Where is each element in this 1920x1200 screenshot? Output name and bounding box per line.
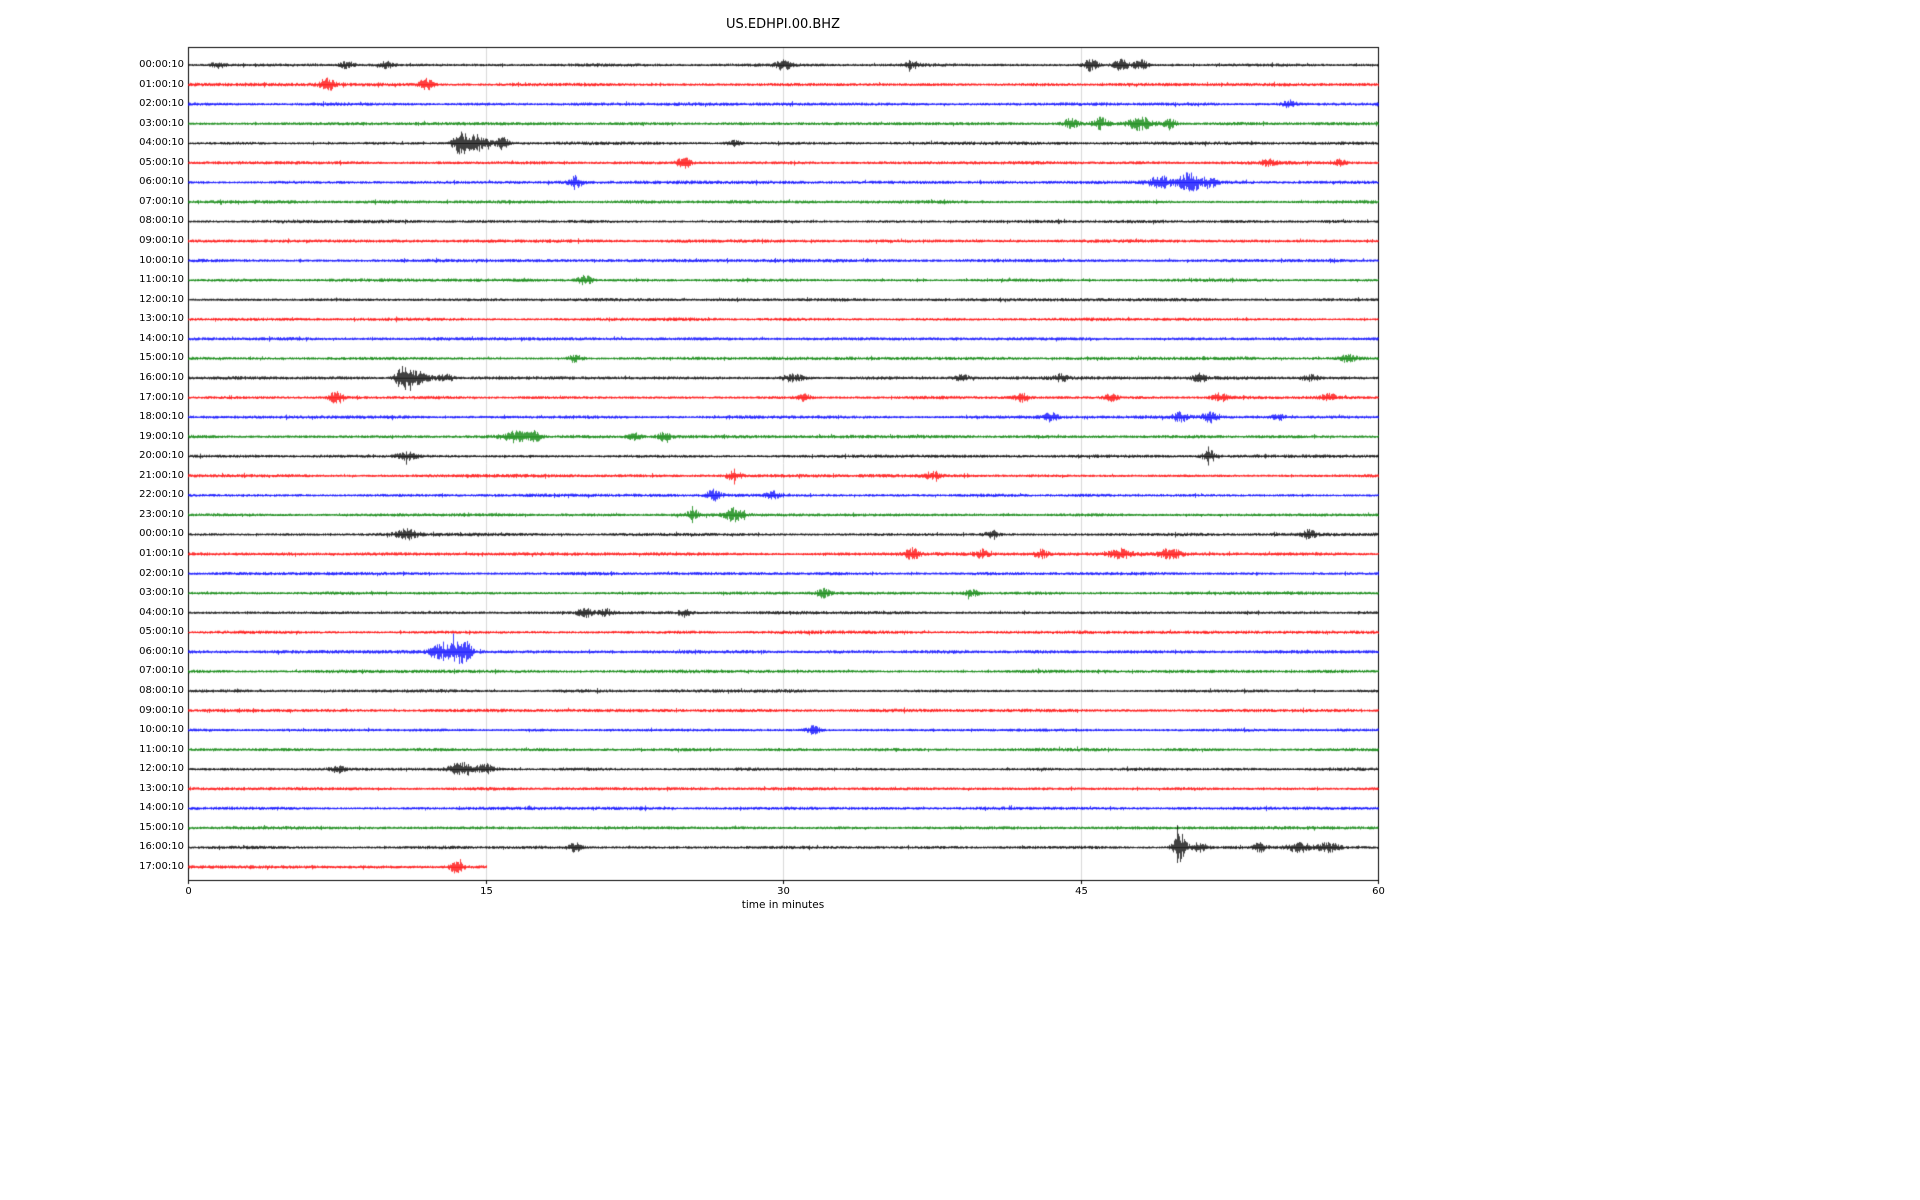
trace-label: 03:00:10 bbox=[139, 117, 184, 129]
x-axis-label: time in minutes bbox=[741, 899, 825, 911]
trace-label: 02:00:10 bbox=[139, 567, 184, 579]
trace-label: 07:00:10 bbox=[139, 665, 184, 677]
trace-label: 05:00:10 bbox=[139, 156, 184, 168]
trace-label: 14:00:10 bbox=[139, 332, 184, 344]
trace-label: 17:00:10 bbox=[139, 391, 184, 403]
trace-label: 19:00:10 bbox=[139, 430, 184, 442]
trace-label: 09:00:10 bbox=[139, 235, 184, 247]
trace-label: 11:00:10 bbox=[139, 743, 184, 755]
chart-title: US.EDHPI.00.BHZ bbox=[726, 17, 840, 32]
x-tick-label: 30 bbox=[777, 886, 790, 897]
trace-label: 20:00:10 bbox=[139, 450, 184, 462]
trace-label: 01:00:10 bbox=[139, 78, 184, 90]
trace-label: 12:00:10 bbox=[139, 763, 184, 775]
trace-label: 14:00:10 bbox=[139, 802, 184, 814]
trace-label: 12:00:10 bbox=[139, 293, 184, 305]
trace-label: 08:00:10 bbox=[139, 684, 184, 696]
x-tick-label: 60 bbox=[1372, 886, 1385, 897]
x-tick-label: 15 bbox=[480, 886, 493, 897]
trace-label: 06:00:10 bbox=[139, 645, 184, 657]
x-tick-label: 45 bbox=[1075, 886, 1088, 897]
trace-label: 03:00:10 bbox=[139, 587, 184, 599]
trace-label: 08:00:10 bbox=[139, 215, 184, 227]
x-tick-label: 0 bbox=[185, 886, 192, 897]
trace-label: 07:00:10 bbox=[139, 195, 184, 207]
trace-label: 05:00:10 bbox=[139, 626, 184, 638]
trace-label: 04:00:10 bbox=[139, 137, 184, 149]
trace-label: 15:00:10 bbox=[139, 821, 184, 833]
trace-label: 17:00:10 bbox=[139, 861, 184, 872]
trace-label: 10:00:10 bbox=[139, 254, 184, 266]
trace-label: 18:00:10 bbox=[139, 411, 184, 423]
trace-label: 13:00:10 bbox=[139, 782, 184, 794]
trace-label: 10:00:10 bbox=[139, 724, 184, 736]
trace-label: 11:00:10 bbox=[139, 274, 184, 286]
trace-label: 06:00:10 bbox=[139, 176, 184, 188]
trace-label: 02:00:10 bbox=[139, 98, 184, 110]
trace-label: 21:00:10 bbox=[139, 469, 184, 481]
trace-label: 15:00:10 bbox=[139, 352, 184, 364]
trace-label: 04:00:10 bbox=[139, 606, 184, 618]
trace-label: 16:00:10 bbox=[139, 841, 184, 853]
trace-label: 13:00:10 bbox=[139, 313, 184, 325]
trace-label: 23:00:10 bbox=[139, 508, 184, 520]
trace-label: 16:00:10 bbox=[139, 371, 184, 383]
trace-label: 00:00:10 bbox=[139, 528, 184, 540]
trace-label: 00:00:10 bbox=[139, 59, 184, 70]
trace-label: 01:00:10 bbox=[139, 548, 184, 560]
trace-label: 09:00:10 bbox=[139, 704, 184, 716]
trace-label: 22:00:10 bbox=[139, 489, 184, 501]
